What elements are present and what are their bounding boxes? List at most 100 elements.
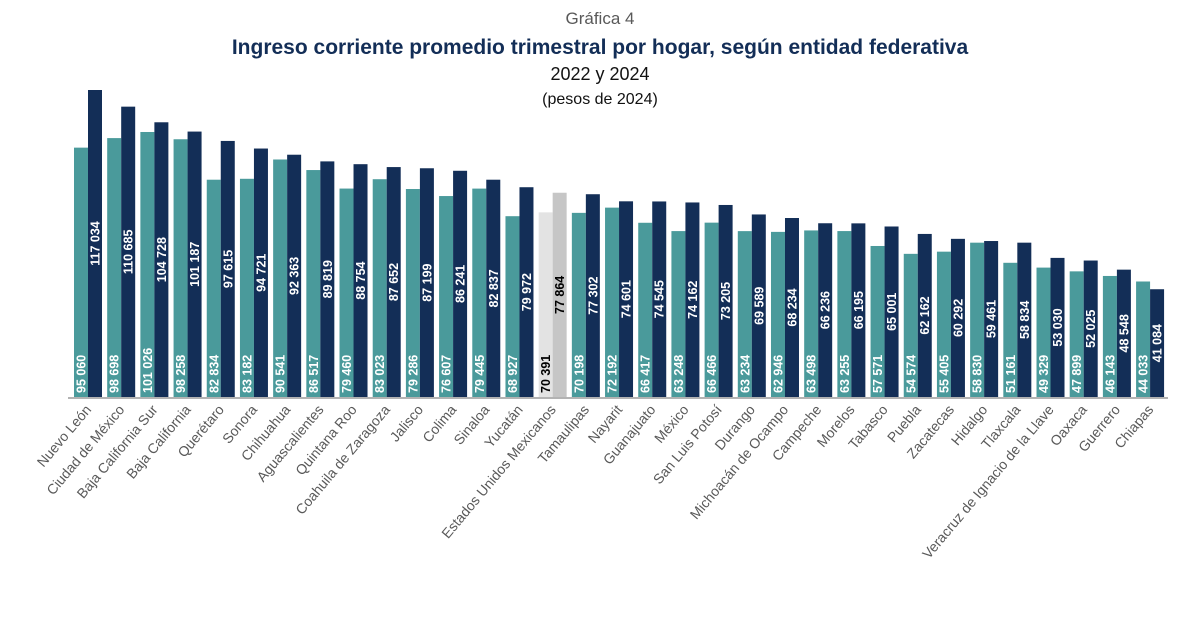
value-label-2024: 74 162 — [686, 281, 700, 319]
bar-2022 — [206, 179, 221, 397]
value-label-2022: 66 417 — [639, 355, 653, 393]
value-label-2024: 77 302 — [586, 276, 600, 314]
value-label-2022: 47 899 — [1070, 355, 1084, 393]
bar-2024 — [287, 154, 302, 397]
bar-2022 — [970, 242, 985, 397]
value-label-2022: 90 541 — [274, 355, 288, 393]
bar-2024 — [187, 131, 202, 397]
value-label-2022: 70 198 — [572, 355, 586, 393]
value-label-2022: 101 026 — [141, 348, 155, 393]
chart-label: Gráfica 4 — [566, 9, 635, 28]
value-label-2024: 66 236 — [819, 291, 833, 329]
bar-2024 — [818, 223, 833, 397]
value-label-2024: 52 025 — [1084, 310, 1098, 348]
value-label-2024: 97 615 — [221, 250, 235, 288]
bar-2022 — [306, 170, 321, 397]
bar-2024 — [917, 233, 932, 397]
bar-2022 — [339, 188, 354, 397]
value-label-2024: 110 685 — [122, 230, 136, 275]
value-label-2022: 63 234 — [738, 355, 752, 393]
value-label-2024: 79 972 — [520, 273, 534, 311]
value-label-2024: 53 030 — [1051, 308, 1065, 346]
value-label-2024: 68 234 — [785, 288, 799, 326]
chart-units: (pesos de 2024) — [542, 91, 658, 108]
bar-2022 — [804, 230, 819, 397]
bar-2024 — [88, 90, 102, 397]
bar-2022 — [239, 178, 254, 397]
value-label-2022: 63 255 — [838, 355, 852, 393]
value-label-2022: 98 258 — [174, 355, 188, 393]
bar-2024 — [386, 167, 401, 397]
value-label-2024: 62 162 — [918, 296, 932, 334]
bar-2022 — [704, 222, 719, 397]
value-label-2024: 77 864 — [553, 276, 567, 314]
bar-2024 — [585, 194, 600, 397]
bar-2022 — [140, 131, 155, 397]
value-label-2024: 104 728 — [155, 237, 169, 282]
chart-subtitle: 2022 y 2024 — [550, 64, 649, 84]
value-label-2024: 88 754 — [354, 261, 368, 299]
value-label-2022: 83 182 — [240, 355, 254, 393]
value-label-2022: 63 498 — [805, 355, 819, 393]
bar-2022 — [472, 188, 487, 397]
value-label-2022: 58 830 — [971, 355, 985, 393]
bar-2024 — [453, 170, 468, 397]
bar-2022 — [1102, 275, 1117, 397]
value-label-2022: 76 607 — [440, 355, 454, 393]
value-label-2024: 60 292 — [951, 299, 965, 337]
value-label-2024: 65 001 — [885, 293, 899, 331]
value-label-2022: 51 161 — [1004, 355, 1018, 393]
bar-2024 — [851, 223, 866, 397]
bar-2024 — [685, 202, 700, 397]
bar-2024 — [1050, 257, 1065, 397]
bar-2022 — [173, 139, 188, 397]
bar-2022 — [1136, 281, 1151, 397]
value-label-2024: 87 652 — [387, 263, 401, 301]
value-label-2022: 79 286 — [406, 355, 420, 393]
bar-2022 — [903, 253, 918, 397]
value-label-2022: 68 927 — [506, 355, 520, 393]
value-label-2022: 62 946 — [771, 355, 785, 393]
value-label-2022: 66 466 — [705, 355, 719, 393]
bar-2024 — [154, 122, 169, 397]
value-label-2024: 58 834 — [1018, 301, 1032, 339]
value-label-2022: 86 517 — [307, 355, 321, 393]
bar-2024 — [984, 241, 999, 397]
bar-2024 — [619, 201, 634, 397]
value-label-2024: 94 721 — [254, 254, 268, 292]
bar-2022 — [770, 231, 785, 397]
value-label-2024: 74 545 — [653, 280, 667, 318]
bar-2024 — [486, 179, 501, 397]
bar-2024 — [950, 238, 965, 397]
bar-2022 — [605, 207, 620, 397]
bar-2024 — [519, 187, 534, 397]
value-label-2024: 73 205 — [719, 282, 733, 320]
bar-2024 — [552, 192, 567, 397]
value-label-2024: 74 601 — [620, 280, 634, 318]
bar-2022 — [1036, 267, 1051, 397]
value-label-2022: 98 698 — [108, 355, 122, 393]
value-label-2022: 79 460 — [340, 355, 354, 393]
value-label-2024: 87 199 — [420, 263, 434, 301]
value-label-2024: 48 548 — [1117, 314, 1131, 352]
bar-2022 — [638, 222, 653, 397]
value-label-2022: 83 023 — [373, 355, 387, 393]
bar-2022 — [1069, 271, 1084, 397]
bar-2024 — [751, 214, 766, 397]
value-label-2024: 89 819 — [321, 260, 335, 298]
bar-2022 — [372, 179, 387, 397]
value-label-2022: 44 033 — [1137, 355, 1151, 393]
value-label-2022: 55 405 — [937, 355, 951, 393]
bar-2022 — [737, 231, 752, 397]
chart-title: Ingreso corriente promedio trimestral po… — [232, 36, 969, 59]
value-label-2024: 66 195 — [852, 291, 866, 329]
value-label-2024: 101 187 — [188, 242, 202, 287]
value-label-2022: 63 248 — [672, 355, 686, 393]
value-label-2024: 117 034 — [89, 221, 103, 266]
value-label-2024: 41 084 — [1151, 324, 1165, 362]
value-label-2022: 79 445 — [473, 355, 487, 393]
bar-2024 — [220, 140, 235, 397]
bar-2022 — [405, 189, 420, 397]
bar-2024 — [1150, 289, 1165, 397]
